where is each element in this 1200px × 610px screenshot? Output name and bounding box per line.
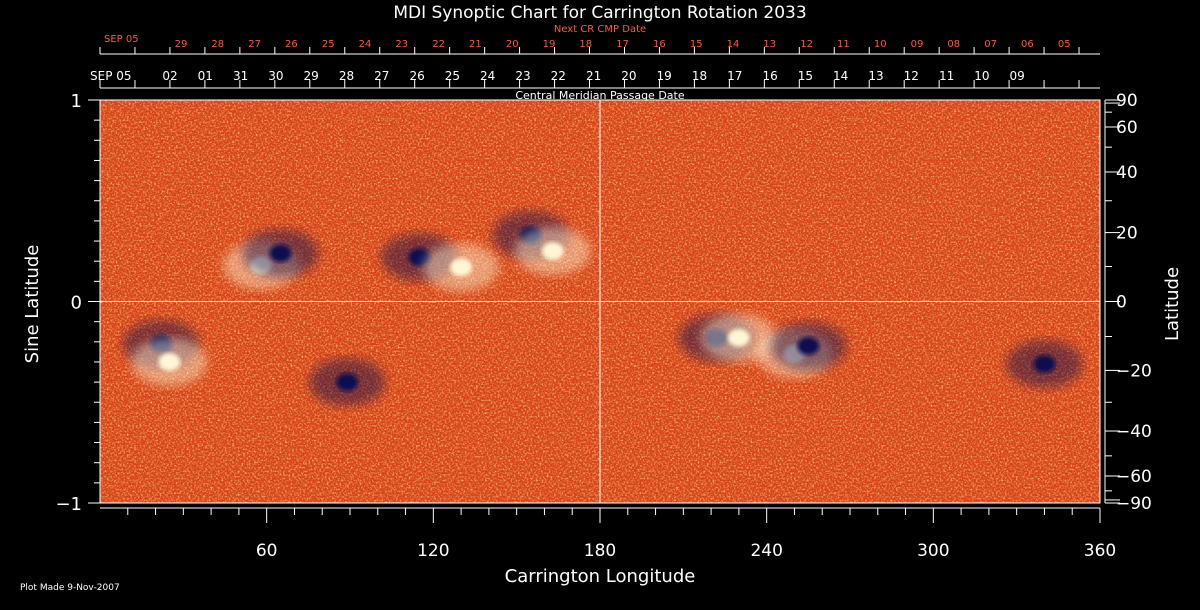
- y-left-tick-label: −1: [55, 494, 82, 515]
- x-tick-label: 360: [1084, 541, 1116, 561]
- next-date-label: 20: [506, 39, 519, 50]
- x-tick-label: 180: [584, 541, 616, 561]
- cmp-date-label: 18: [692, 69, 707, 83]
- cmp-date-label: 21: [586, 69, 601, 83]
- cmp-date-label: 28: [339, 69, 354, 83]
- x-axis-title: Carrington Longitude: [505, 566, 696, 587]
- next-date-label: 21: [469, 39, 482, 50]
- next-date-label: 28: [211, 39, 224, 50]
- x-tick-label: 240: [750, 541, 782, 561]
- next-date-label: 05: [1058, 39, 1071, 50]
- next-date-label: 24: [359, 39, 372, 50]
- next-date-label: 10: [874, 39, 887, 50]
- cmp-date-label: 24: [480, 69, 495, 83]
- next-date-label: 07: [984, 39, 997, 50]
- next-axis-label: Next CR CMP Date: [554, 24, 646, 35]
- y-right-tick-label: −20: [1116, 361, 1152, 381]
- x-tick-label: 120: [417, 541, 449, 561]
- cmp-date-label: 15: [798, 69, 813, 83]
- cmp-date-label: 14: [833, 69, 848, 83]
- chart-title: MDI Synoptic Chart for Carrington Rotati…: [393, 3, 806, 23]
- next-date-label: 27: [248, 39, 261, 50]
- y-axis-left-title: Sine Latitude: [22, 245, 43, 364]
- cmp-date-label: 31: [233, 69, 248, 83]
- y-right-tick-label: −40: [1116, 422, 1152, 442]
- active-region-core: [269, 244, 292, 263]
- next-date-label: 22: [432, 39, 445, 50]
- cmp-date-label: 26: [409, 69, 424, 83]
- y-left-tick-label: 1: [71, 91, 82, 112]
- active-region-core: [541, 242, 564, 261]
- cmp-date-label: 01: [198, 69, 213, 83]
- next-date-label: 26: [285, 39, 298, 50]
- x-tick-label: 60: [256, 541, 278, 561]
- next-date-label: 25: [322, 39, 335, 50]
- cmp-date-label: 27: [374, 69, 389, 83]
- active-region-core: [1033, 354, 1056, 373]
- next-date-label: 29: [175, 39, 188, 50]
- y-axis-right-title: Latitude: [1162, 267, 1183, 341]
- y-right-tick-label: 20: [1116, 224, 1138, 244]
- cmp-axis: 02 01 31 30 29 28 27 26 25 24 23 22 21 20 19 18 17 16 15 14…: [90, 69, 1100, 102]
- cmp-date-label: 10: [974, 69, 989, 83]
- cmp-date-label: 11: [939, 69, 954, 83]
- y-right-tick-label: −90: [1116, 494, 1152, 514]
- cmp-date-label: 25: [445, 69, 460, 83]
- next-date-label: 19: [543, 39, 556, 50]
- active-region-core: [797, 336, 820, 355]
- cmp-axis-label: Central Meridian Passage Date: [515, 89, 684, 102]
- cmp-date-label: 20: [621, 69, 636, 83]
- next-date-label: 18: [579, 39, 592, 50]
- y-right-tick-label: 90: [1116, 91, 1138, 111]
- next-cr-axis: 29 28 27 26 25 24 23 22 21 20 19 18 17 16 15 14 13 12 11 10…: [99, 24, 1100, 55]
- cmp-axis-start-label: SEP 05: [90, 69, 132, 83]
- x-axis: 60 120 180 240 300 360: [100, 507, 1116, 561]
- y-left-tick-label: 0: [71, 293, 82, 314]
- plot-made-note: Plot Made 9-Nov-2007: [20, 583, 120, 593]
- cmp-date-label: 09: [1010, 69, 1025, 83]
- cmp-date-label: 02: [162, 69, 177, 83]
- cmp-date-label: 23: [515, 69, 530, 83]
- y-axis-right: 90 60 40 20 0 −20 −40 −60 −90: [1104, 91, 1152, 514]
- next-date-label: 23: [395, 39, 408, 50]
- y-right-tick-label: 0: [1116, 293, 1127, 313]
- next-date-label: 14: [727, 39, 740, 50]
- y-right-tick-label: 40: [1116, 163, 1138, 183]
- active-region-core: [158, 352, 181, 371]
- y-axis-left: 1 0 −1: [55, 91, 100, 515]
- cmp-date-label: 29: [304, 69, 319, 83]
- next-date-label: 06: [1021, 39, 1034, 50]
- y-right-tick-label: −60: [1116, 467, 1152, 487]
- next-axis-start-label: SEP 05: [104, 34, 139, 45]
- cmp-date-label: 12: [904, 69, 919, 83]
- active-region-core: [727, 328, 750, 347]
- next-date-label: 08: [947, 39, 960, 50]
- x-tick-label: 300: [917, 541, 949, 561]
- cmp-date-label: 22: [551, 69, 566, 83]
- cmp-date-label: 16: [762, 69, 777, 83]
- next-date-label: 16: [653, 39, 666, 50]
- cmp-date-label: 13: [868, 69, 883, 83]
- active-region-core: [336, 373, 359, 392]
- next-date-label: 17: [616, 39, 629, 50]
- next-date-label: 11: [837, 39, 850, 50]
- next-date-label: 13: [763, 39, 776, 50]
- next-date-label: 09: [911, 39, 924, 50]
- cmp-date-label: 17: [727, 69, 742, 83]
- y-right-tick-label: 60: [1116, 118, 1138, 138]
- cmp-date-label: 19: [657, 69, 672, 83]
- next-date-label: 12: [800, 39, 813, 50]
- next-date-label: 15: [690, 39, 703, 50]
- active-region-core: [450, 258, 473, 277]
- cmp-date-label: 30: [268, 69, 283, 83]
